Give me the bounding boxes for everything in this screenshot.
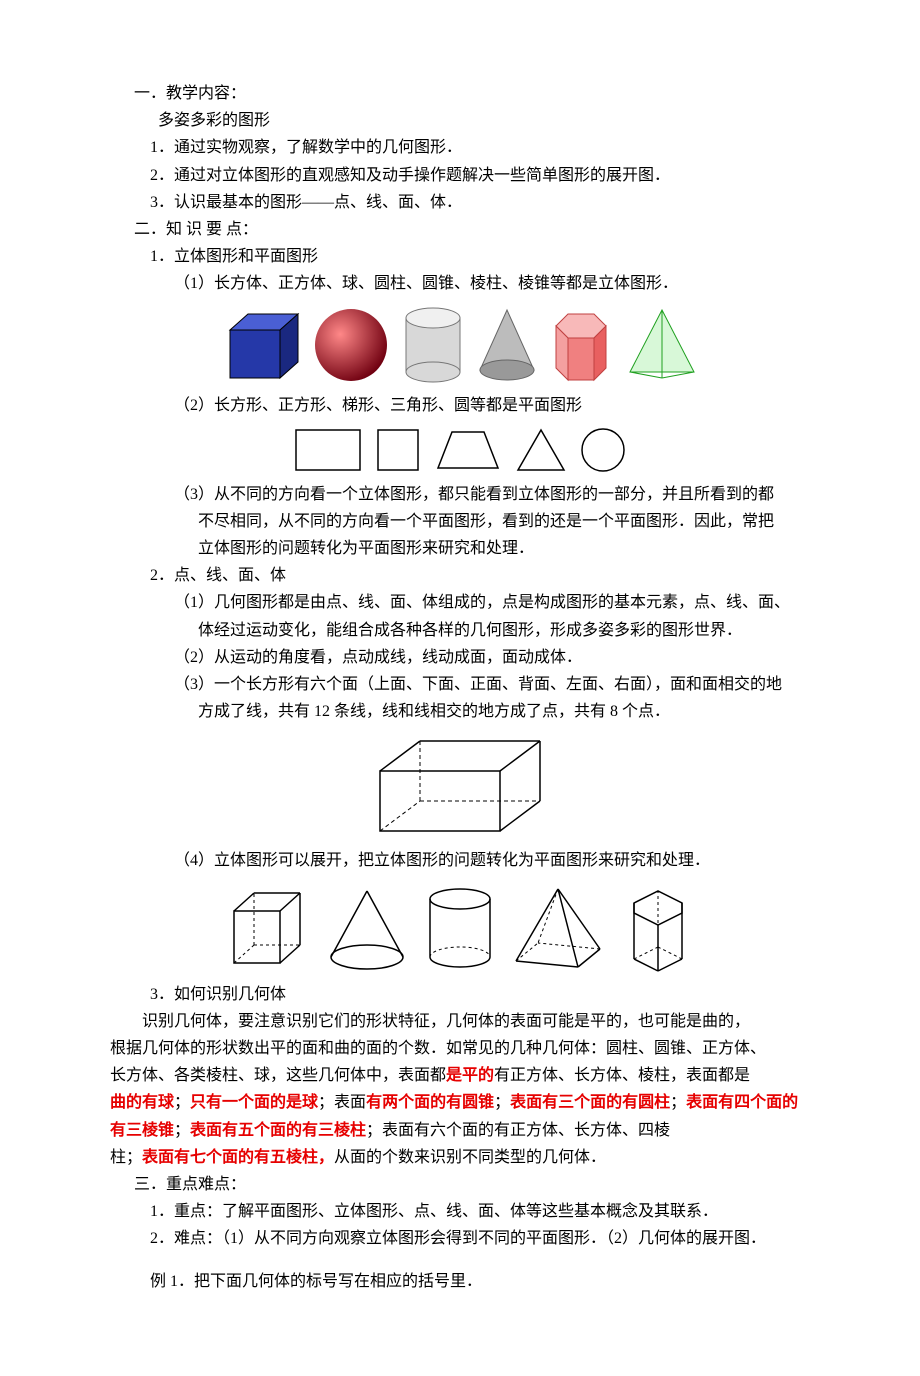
s2-g1-i2: （2）长方形、正方形、梯形、三角形、圆等都是平面图形 (110, 392, 810, 419)
s1-p1: 1．通过实物观察，了解数学中的几何图形． (110, 134, 810, 161)
s2-g3-line2: 根据几何体的形状数出平的面和曲的面的个数．如常见的几种几何体：圆柱、圆锥、正方体… (110, 1035, 810, 1062)
square-icon (374, 426, 422, 474)
s2-g1-i3b: 不尽相同，从不同的方向看一个平面图形，看到的还是一个平面图形．因此，常把 (110, 508, 810, 535)
s2-g2-i3a: （3）一个长方形有六个面（上面、下面、正面、背面、左面、右面），面和面相交的地 (110, 671, 810, 698)
s2-g2-i3b: 方成了线，共有 12 条线，线和线相交的地方成了点，共有 8 个点． (110, 698, 810, 725)
cuboid-icon (220, 308, 302, 382)
s2-g3-line4: 曲的有球；只有一个面的是球；表面有两个面的有圆锥；表面有三个面的有圆柱；表面有四… (110, 1089, 810, 1143)
s2-g2-i2: （2）从运动的角度看，点动成线，线动成面，面动成体． (110, 644, 810, 671)
trapezoid-icon (432, 426, 504, 474)
pyramid-icon (624, 306, 700, 384)
cone-icon (476, 306, 538, 384)
figure-row-solids-bw (110, 881, 810, 975)
s2-g1-i3a: （3）从不同的方向看一个立体图形，都只能看到立体图形的一部分，并且所看到的都 (110, 481, 810, 508)
bw-cube-icon (222, 883, 312, 973)
s2-g1-title: 1．立体图形和平面图形 (110, 243, 810, 270)
bw-cone-icon (322, 883, 412, 973)
circle-icon (578, 425, 628, 475)
figure-row-solids-color (110, 304, 810, 386)
bw-pyramid-icon (508, 883, 608, 973)
section3-head: 三．重点难点： (110, 1171, 810, 1198)
s2-g3-t1: 识别几何体，要注意识别它们的形状特征，几何体的表面可能是平的，也可能是曲的， (110, 1008, 810, 1035)
s1-p2: 2．通过对立体图形的直观感知及动手操作题解决一些简单图形的展开图． (110, 162, 810, 189)
figure-cuboid-wire (110, 731, 810, 841)
bw-hexprism-icon (618, 881, 698, 975)
s2-g2-i1a: （1）几何图形都是由点、线、面、体组成的，点是构成图形的基本元素，点、线、面、 (110, 589, 810, 616)
hex-prism-icon (548, 304, 614, 386)
s2-g3-line5: 柱；表面有七个面的有五棱柱，从面的个数来识别不同类型的几何体． (110, 1144, 810, 1171)
bw-cylinder-icon (422, 883, 498, 973)
s2-g3-line3: 长方体、各类棱柱、球，这些几何体中，表面都是平的有正方体、长方体、棱柱，表面都是 (110, 1062, 810, 1089)
section2-head: 二．知 识 要 点： (110, 216, 810, 243)
wire-cuboid-icon (360, 731, 560, 841)
s2-g1-i3c: 立体图形的问题转化为平面图形来研究和处理． (110, 535, 810, 562)
s2-g2-i1b: 体经过运动变化，能组合成各种各样的几何图形，形成多姿多彩的图形世界． (110, 617, 810, 644)
cylinder-icon (400, 306, 466, 384)
sphere-icon (312, 306, 390, 384)
section1-sub: 多姿多彩的图形 (110, 107, 810, 134)
s2-g1-i1: （1）长方体、正方体、球、圆柱、圆锥、棱柱、棱锥等都是立体图形． (110, 270, 810, 297)
example-1: 例 1．把下面几何体的标号写在相应的括号里． (110, 1268, 810, 1295)
s1-p3: 3．认识最基本的图形——点、线、面、体． (110, 189, 810, 216)
s2-g3-title: 3．如何识别几何体 (110, 981, 810, 1008)
spacer (110, 1252, 810, 1268)
triangle-icon (514, 426, 568, 474)
rectangle-icon (292, 426, 364, 474)
section1-head: 一．教学内容： (110, 80, 810, 107)
s2-g2-title: 2．点、线、面、体 (110, 562, 810, 589)
s3-p1: 1．重点：了解平面图形、立体图形、点、线、面、体等这些基本概念及其联系． (110, 1198, 810, 1225)
figure-row-flat-shapes (110, 425, 810, 475)
s2-g2-i4: （4）立体图形可以展开，把立体图形的问题转化为平面图形来研究和处理． (110, 847, 810, 874)
s3-p2: 2．难点：（1）从不同方向观察立体图形会得到不同的平面图形．（2）几何体的展开图… (110, 1225, 810, 1252)
